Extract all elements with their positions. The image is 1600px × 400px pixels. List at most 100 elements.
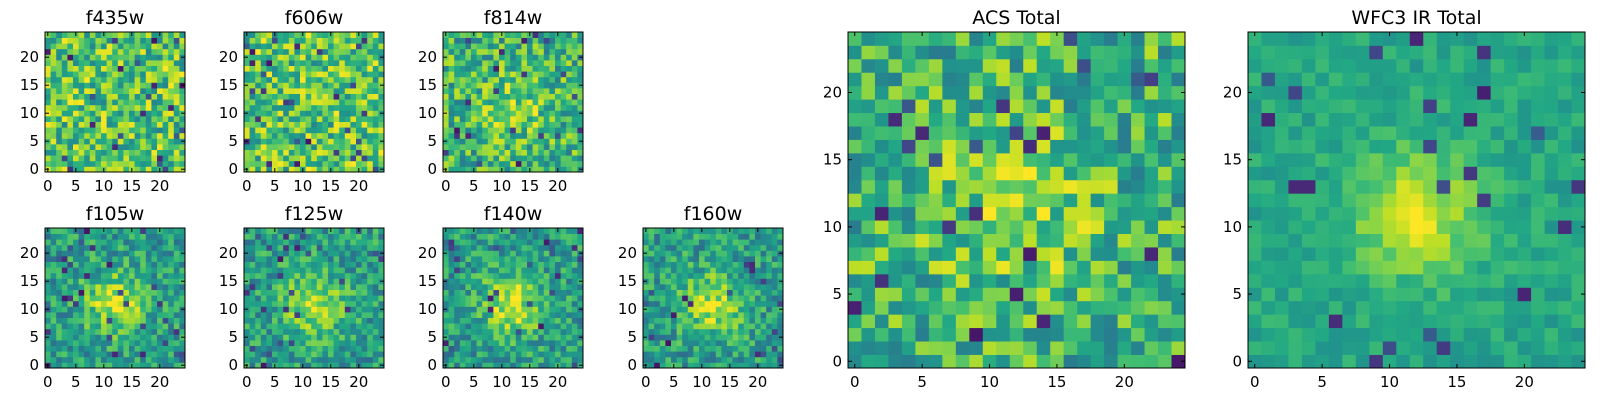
heatmap-cell [95,65,102,72]
heatmap-cell [493,356,500,363]
heatmap-cell [367,71,374,78]
heatmap-cell [67,261,74,268]
heatmap-cell [560,328,567,335]
heatmap-cell [305,250,312,257]
heatmap-cell [140,160,147,167]
heatmap-cell [179,104,186,111]
heatmap-cell [311,166,318,173]
heatmap-cell [560,76,567,83]
heatmap-cell [339,267,346,274]
heatmap-cell [95,356,102,363]
heatmap-cell [766,356,773,363]
heatmap-cell [123,250,130,257]
heatmap-cell [571,155,578,162]
heatmap-cell [272,351,278,358]
heatmap-cell [476,60,483,66]
heatmap-cell [1009,179,1024,194]
heatmap-cell [333,267,340,274]
heatmap-cell [682,284,689,290]
heatmap-cell [476,334,483,341]
heatmap-cell [123,82,130,89]
heatmap-cell [106,93,113,100]
heatmap-cell [459,93,466,100]
heatmap-cell [1063,327,1078,342]
heatmap-cell [78,284,85,290]
heatmap-cell [255,284,262,290]
heatmap-cell [288,138,295,145]
heatmap-cell [715,340,722,346]
heatmap-cell [510,351,517,358]
heatmap-cell [682,244,689,251]
heatmap-cell [89,149,96,156]
heatmap-cell [861,260,876,275]
heatmap-cell [532,76,539,83]
heatmap-cell [515,295,522,302]
heatmap-cell [300,272,306,279]
heatmap-cell [682,239,689,246]
heatmap-cell [89,138,96,145]
heatmap-cell [339,362,346,369]
heatmap-cell [659,300,666,307]
heatmap-cell [129,267,135,274]
heatmap-cell [249,166,256,173]
heatmap-cell [1104,314,1118,329]
heatmap-cell [356,284,362,290]
heatmap-cell [283,54,290,61]
heatmap-cell [515,334,522,341]
heatmap-cell [73,71,79,78]
heatmap-cell [378,345,385,352]
heatmap-cell [504,43,511,50]
heatmap-cell [129,345,135,352]
heatmap-cell [543,356,550,363]
heatmap-cell [459,149,466,156]
heatmap-cell [288,116,295,122]
heatmap-cell [333,340,340,346]
heatmap-cell [538,300,545,307]
heatmap-cell [749,228,756,234]
heatmap-cell [145,261,152,268]
heatmap-cell [361,127,368,134]
heatmap-cell [760,272,767,279]
heatmap-cell [123,295,130,302]
heatmap-cell [378,328,385,335]
heatmap-cell [173,149,180,156]
heatmap-cell [476,93,483,100]
heatmap-cell [654,345,661,352]
heatmap-cell [738,278,745,285]
heatmap-cell [140,284,147,290]
heatmap-cell [532,356,539,363]
heatmap-cell [566,278,573,285]
y-tick-label: 20 [418,244,437,262]
heatmap-cell [173,300,180,307]
heatmap-cell [367,104,374,111]
heatmap-cell [493,116,500,122]
heatmap-cell [67,48,74,55]
heatmap-cell [1036,193,1051,208]
heatmap-cell [328,138,334,145]
heatmap-cell [45,312,51,318]
heatmap-cell [255,88,262,94]
heatmap-cell [316,160,323,167]
heatmap-cell [277,351,284,358]
heatmap-cell [61,71,68,78]
heatmap-cell [1158,314,1172,329]
heatmap-cell [61,116,68,122]
heatmap-cell [571,76,578,83]
heatmap-cell [1050,273,1065,288]
heatmap-cell [693,233,700,240]
heatmap-cell [350,256,357,262]
heatmap-cell [459,340,466,346]
heatmap-cell [84,65,91,72]
heatmap-cell [654,284,661,290]
heatmap-cell [372,239,379,246]
heatmap-cell [710,244,717,251]
heatmap-cell [45,37,51,44]
heatmap-cell [515,37,522,44]
heatmap-cell [311,244,318,251]
heatmap-cell [448,312,455,318]
heatmap-cell [89,228,96,234]
heatmap-cell [260,340,267,346]
heatmap-cell [538,60,545,66]
heatmap-cell [162,93,169,100]
heatmap-cell [454,345,461,352]
